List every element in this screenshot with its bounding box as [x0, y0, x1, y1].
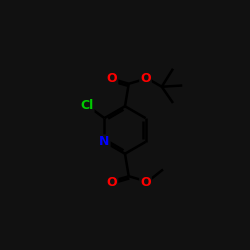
Text: O: O	[107, 176, 117, 188]
Text: O: O	[107, 72, 117, 85]
Text: N: N	[99, 136, 110, 148]
Text: O: O	[140, 72, 151, 85]
Text: Cl: Cl	[80, 99, 94, 112]
Text: O: O	[140, 176, 151, 188]
